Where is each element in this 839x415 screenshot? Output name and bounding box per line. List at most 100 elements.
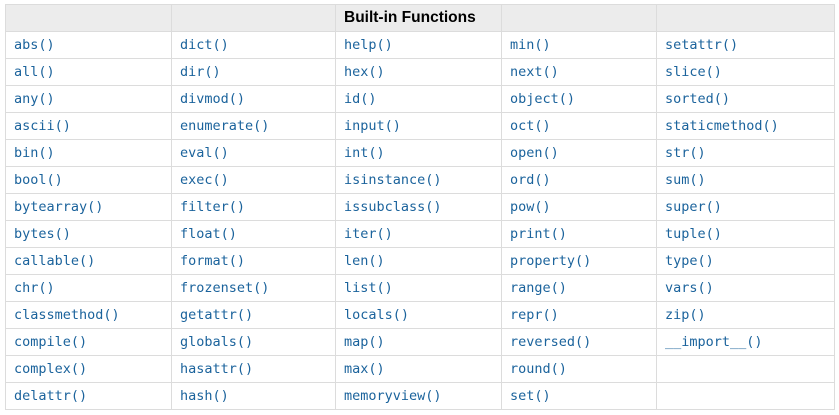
table-cell-empty	[656, 382, 835, 410]
function-link[interactable]: next()	[510, 64, 559, 80]
function-link[interactable]: memoryview()	[344, 388, 442, 404]
function-link[interactable]: all()	[14, 64, 55, 80]
table-row: complex() hasattr() max() round()	[5, 355, 835, 383]
table-cell: help()	[335, 31, 502, 59]
function-link[interactable]: property()	[510, 253, 592, 269]
function-link[interactable]: eval()	[180, 145, 229, 161]
table-cell: repr()	[501, 301, 657, 329]
table-row: all() dir() hex() next() slice()	[5, 58, 835, 86]
table-cell: range()	[501, 274, 657, 302]
function-link[interactable]: getattr()	[180, 307, 254, 323]
table-cell: tuple()	[656, 220, 835, 248]
function-link[interactable]: type()	[665, 253, 714, 269]
function-link[interactable]: vars()	[665, 280, 714, 296]
function-link[interactable]: min()	[510, 37, 551, 53]
function-link[interactable]: classmethod()	[14, 307, 120, 323]
function-link[interactable]: bytearray()	[14, 199, 104, 215]
header-cell-empty-3	[501, 4, 657, 32]
table-cell: list()	[335, 274, 502, 302]
table-cell: filter()	[171, 193, 336, 221]
table-cell: globals()	[171, 328, 336, 356]
table-cell: slice()	[656, 58, 835, 86]
function-link[interactable]: bytes()	[14, 226, 71, 242]
function-link[interactable]: isinstance()	[344, 172, 442, 188]
table-cell: bool()	[5, 166, 172, 194]
function-link[interactable]: ascii()	[14, 118, 71, 134]
function-link[interactable]: reversed()	[510, 334, 592, 350]
function-link[interactable]: sum()	[665, 172, 706, 188]
function-link[interactable]: print()	[510, 226, 567, 242]
function-link[interactable]: ord()	[510, 172, 551, 188]
table-cell: pow()	[501, 193, 657, 221]
table-cell: hasattr()	[171, 355, 336, 383]
table-row: bool() exec() isinstance() ord() sum()	[5, 166, 835, 194]
function-link[interactable]: slice()	[665, 64, 722, 80]
function-link[interactable]: list()	[344, 280, 393, 296]
table-cell: dir()	[171, 58, 336, 86]
function-link[interactable]: max()	[344, 361, 385, 377]
function-link[interactable]: map()	[344, 334, 385, 350]
table-cell: bin()	[5, 139, 172, 167]
function-link[interactable]: tuple()	[665, 226, 722, 242]
table-cell: chr()	[5, 274, 172, 302]
table-row: classmethod() getattr() locals() repr() zip(…	[5, 301, 835, 329]
function-link[interactable]: __import__()	[665, 334, 763, 350]
table-cell: ord()	[501, 166, 657, 194]
function-link[interactable]: filter()	[180, 199, 246, 215]
function-link[interactable]: id()	[344, 91, 377, 107]
function-link[interactable]: object()	[510, 91, 576, 107]
function-link[interactable]: issubclass()	[344, 199, 442, 215]
function-link[interactable]: open()	[510, 145, 559, 161]
function-link[interactable]: oct()	[510, 118, 551, 134]
table-cell: getattr()	[171, 301, 336, 329]
function-link[interactable]: str()	[665, 145, 706, 161]
function-link[interactable]: dict()	[180, 37, 229, 53]
table-cell: ascii()	[5, 112, 172, 140]
function-link[interactable]: locals()	[344, 307, 410, 323]
function-link[interactable]: repr()	[510, 307, 559, 323]
function-link[interactable]: len()	[344, 253, 385, 269]
function-link[interactable]: dir()	[180, 64, 221, 80]
function-link[interactable]: float()	[180, 226, 237, 242]
function-link[interactable]: staticmethod()	[665, 118, 779, 134]
function-link[interactable]: divmod()	[180, 91, 246, 107]
function-link[interactable]: pow()	[510, 199, 551, 215]
function-link[interactable]: zip()	[665, 307, 706, 323]
table-row: bytes() float() iter() print() tuple()	[5, 220, 835, 248]
table-cell: map()	[335, 328, 502, 356]
function-link[interactable]: hex()	[344, 64, 385, 80]
function-link[interactable]: set()	[510, 388, 551, 404]
function-link[interactable]: any()	[14, 91, 55, 107]
function-link[interactable]: input()	[344, 118, 401, 134]
function-link[interactable]: enumerate()	[180, 118, 270, 134]
function-link[interactable]: delattr()	[14, 388, 88, 404]
function-link[interactable]: hash()	[180, 388, 229, 404]
function-link[interactable]: abs()	[14, 37, 55, 53]
function-link[interactable]: bin()	[14, 145, 55, 161]
function-link[interactable]: callable()	[14, 253, 96, 269]
function-link[interactable]: setattr()	[665, 37, 739, 53]
table-cell: any()	[5, 85, 172, 113]
function-link[interactable]: range()	[510, 280, 567, 296]
function-link[interactable]: super()	[665, 199, 722, 215]
table-cell: next()	[501, 58, 657, 86]
function-link[interactable]: round()	[510, 361, 567, 377]
table-cell: staticmethod()	[656, 112, 835, 140]
function-link[interactable]: exec()	[180, 172, 229, 188]
table-cell: sorted()	[656, 85, 835, 113]
table-row: compile() globals() map() reversed() __impor…	[5, 328, 835, 356]
function-link[interactable]: frozenset()	[180, 280, 270, 296]
table-row: delattr() hash() memoryview() set()	[5, 382, 835, 410]
function-link[interactable]: iter()	[344, 226, 393, 242]
function-link[interactable]: bool()	[14, 172, 63, 188]
function-link[interactable]: compile()	[14, 334, 88, 350]
function-link[interactable]: chr()	[14, 280, 55, 296]
function-link[interactable]: hasattr()	[180, 361, 254, 377]
function-link[interactable]: format()	[180, 253, 246, 269]
function-link[interactable]: sorted()	[665, 91, 731, 107]
function-link[interactable]: globals()	[180, 334, 254, 350]
function-link[interactable]: help()	[344, 37, 393, 53]
table-cell: float()	[171, 220, 336, 248]
function-link[interactable]: int()	[344, 145, 385, 161]
function-link[interactable]: complex()	[14, 361, 88, 377]
